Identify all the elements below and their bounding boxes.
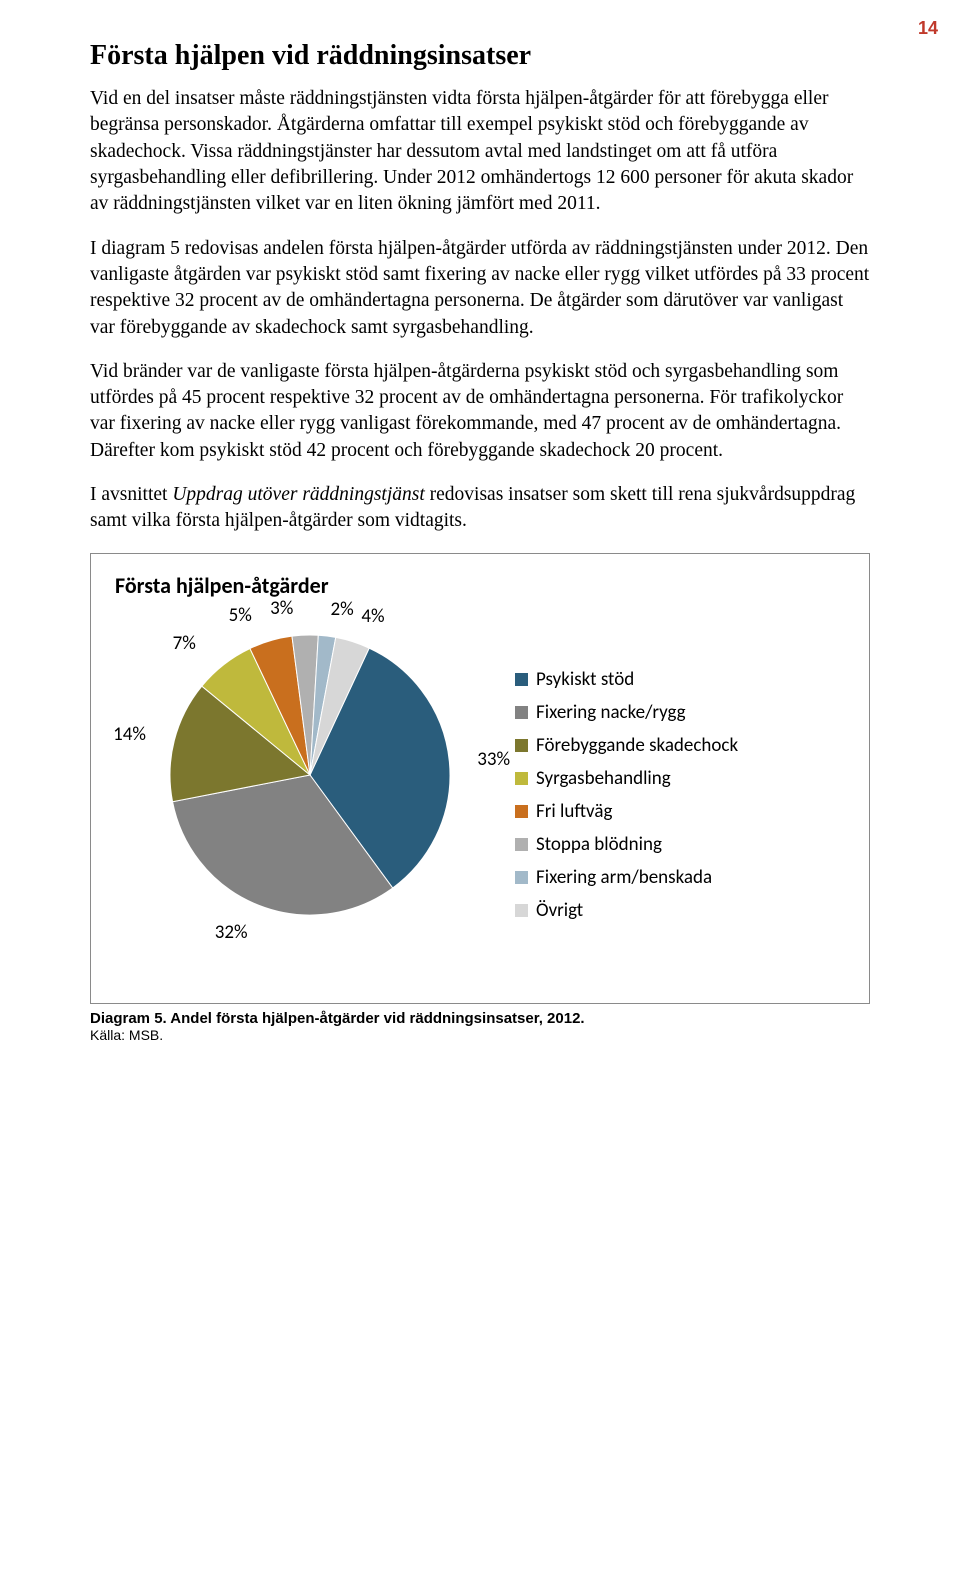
legend-swatch bbox=[515, 673, 528, 686]
chart-container: Första hjälpen-åtgärder 33% 32% 14% 7% 5% 3% 2… bbox=[90, 553, 870, 1004]
legend-item: Övrigt bbox=[515, 899, 845, 922]
section-heading: Första hjälpen vid räddningsinsatser bbox=[90, 40, 870, 72]
pie-wrap: 33%32%14%7%5%3%2%4% bbox=[115, 605, 485, 985]
pie-slice-label: 33% bbox=[477, 748, 510, 771]
chart-row: 33%32%14%7%5%3%2%4% Psykiskt stödFixerin… bbox=[115, 605, 845, 985]
legend-label: Psykiskt stöd bbox=[536, 668, 634, 691]
pie-slice-label: 7% bbox=[173, 632, 196, 655]
legend-item: Stoppa blödning bbox=[515, 833, 845, 856]
legend-label: Syrgasbehandling bbox=[536, 767, 671, 790]
pie-slice-label: 14% bbox=[113, 723, 146, 746]
legend-label: Fixering nacke/rygg bbox=[536, 701, 686, 724]
paragraph-3: Vid bränder var de vanligaste första hjä… bbox=[90, 359, 870, 464]
legend-item: Psykiskt stöd bbox=[515, 668, 845, 691]
figure-source: Källa: MSB. bbox=[90, 1027, 870, 1043]
legend-swatch bbox=[515, 739, 528, 752]
legend-item: Fixering arm/benskada bbox=[515, 866, 845, 889]
legend-item: Fixering nacke/rygg bbox=[515, 701, 845, 724]
paragraph-2: I diagram 5 redovisas andelen första hjä… bbox=[90, 236, 870, 341]
legend-swatch bbox=[515, 838, 528, 851]
page-number: 14 bbox=[918, 18, 938, 39]
paragraph-4: I avsnittet Uppdrag utöver räddningstjän… bbox=[90, 482, 870, 535]
legend-item: Fri luftväg bbox=[515, 800, 845, 823]
legend-swatch bbox=[515, 772, 528, 785]
legend-swatch bbox=[515, 904, 528, 917]
paragraph-4-italic: Uppdrag utöver räddningstjänst bbox=[172, 484, 424, 505]
pie-slice-label: 2% bbox=[330, 598, 353, 621]
figure-caption: Diagram 5. Andel första hjälpen-åtgärder… bbox=[90, 1010, 870, 1027]
page: 14 Första hjälpen vid räddningsinsatser … bbox=[0, 0, 960, 1073]
paragraph-1: Vid en del insatser måste räddningstjäns… bbox=[90, 86, 870, 218]
pie-slice-label: 4% bbox=[361, 605, 384, 628]
pie-slice-label: 3% bbox=[270, 597, 293, 620]
chart-legend: Psykiskt stöd Fixering nacke/rygg Förebygg… bbox=[485, 658, 845, 932]
legend-swatch bbox=[515, 706, 528, 719]
pie-slice-label: 5% bbox=[229, 604, 252, 627]
legend-label: Fri luftväg bbox=[536, 800, 612, 823]
legend-label: Övrigt bbox=[536, 899, 583, 922]
pie-slice-label: 32% bbox=[215, 921, 248, 944]
paragraph-4a: I avsnittet bbox=[90, 484, 172, 505]
legend-label: Stoppa blödning bbox=[536, 833, 662, 856]
legend-swatch bbox=[515, 805, 528, 818]
legend-item: Förebyggande skadechock bbox=[515, 734, 845, 757]
legend-item: Syrgasbehandling bbox=[515, 767, 845, 790]
legend-label: Förebyggande skadechock bbox=[536, 734, 738, 757]
legend-label: Fixering arm/benskada bbox=[536, 866, 712, 889]
pie-chart bbox=[160, 625, 460, 925]
chart-title: Första hjälpen-åtgärder bbox=[115, 572, 845, 599]
legend-swatch bbox=[515, 871, 528, 884]
